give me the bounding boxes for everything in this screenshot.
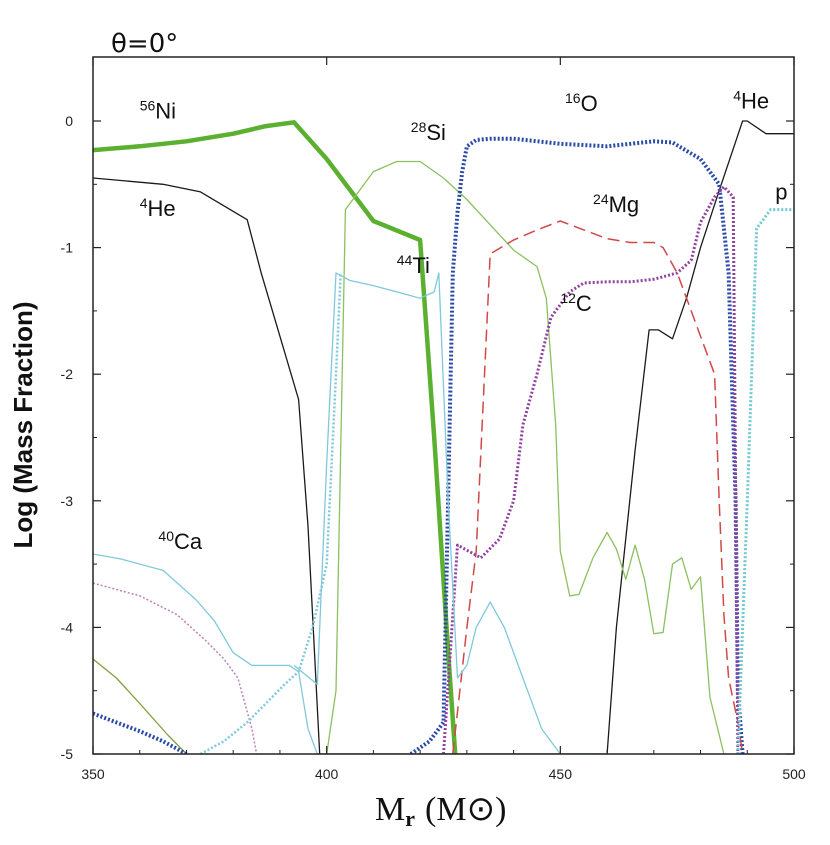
y-tick-label: -2 xyxy=(61,366,74,382)
series-24Mg xyxy=(452,220,744,754)
series-4He xyxy=(93,120,794,754)
series-label-16O: 16O xyxy=(565,90,598,116)
series-28Si xyxy=(326,160,725,754)
series-unlabeled-9 xyxy=(93,582,262,754)
plot-area xyxy=(93,120,794,754)
series-unlabeled-11 xyxy=(93,658,187,754)
series-label-40Ca: 40Ca xyxy=(158,528,202,554)
y-tick-label: -4 xyxy=(61,619,74,635)
x-tick-label: 500 xyxy=(782,766,806,782)
y-tick-label: -3 xyxy=(61,493,74,509)
series-16O xyxy=(409,136,745,754)
series-unlabeled-12 xyxy=(93,711,188,754)
y-tick-label: 0 xyxy=(65,113,73,129)
series-label-28Si: 28Si xyxy=(411,119,446,145)
x-tick-label: 450 xyxy=(549,766,573,782)
series-label-4He: 4He xyxy=(733,87,769,113)
series-56Ni xyxy=(93,120,458,754)
y-tick-label: -5 xyxy=(61,746,74,762)
series-label-p: p xyxy=(775,179,787,204)
series-label-56Ni: 56Ni xyxy=(140,97,176,123)
x-tick-label: 400 xyxy=(315,766,339,782)
plot-frame xyxy=(92,56,795,755)
series-p xyxy=(736,208,794,754)
series-label-44Ti: 44Ti xyxy=(397,252,430,278)
y-axis-title: Log (Mass Fraction) xyxy=(8,301,38,548)
series-unlabeled-10 xyxy=(199,272,342,754)
x-axis-title: Mr (M⊙) xyxy=(375,791,506,831)
series-12C xyxy=(442,185,740,754)
series-label-12C: 12C xyxy=(560,290,592,316)
series-label-4He: 4He xyxy=(140,195,176,221)
x-tick-label: 350 xyxy=(81,766,105,782)
series-label-24Mg: 24Mg xyxy=(593,191,639,217)
y-tick-label: -1 xyxy=(61,240,74,256)
chart-title: θ=0° xyxy=(111,29,178,59)
series-40Ca xyxy=(93,553,318,754)
